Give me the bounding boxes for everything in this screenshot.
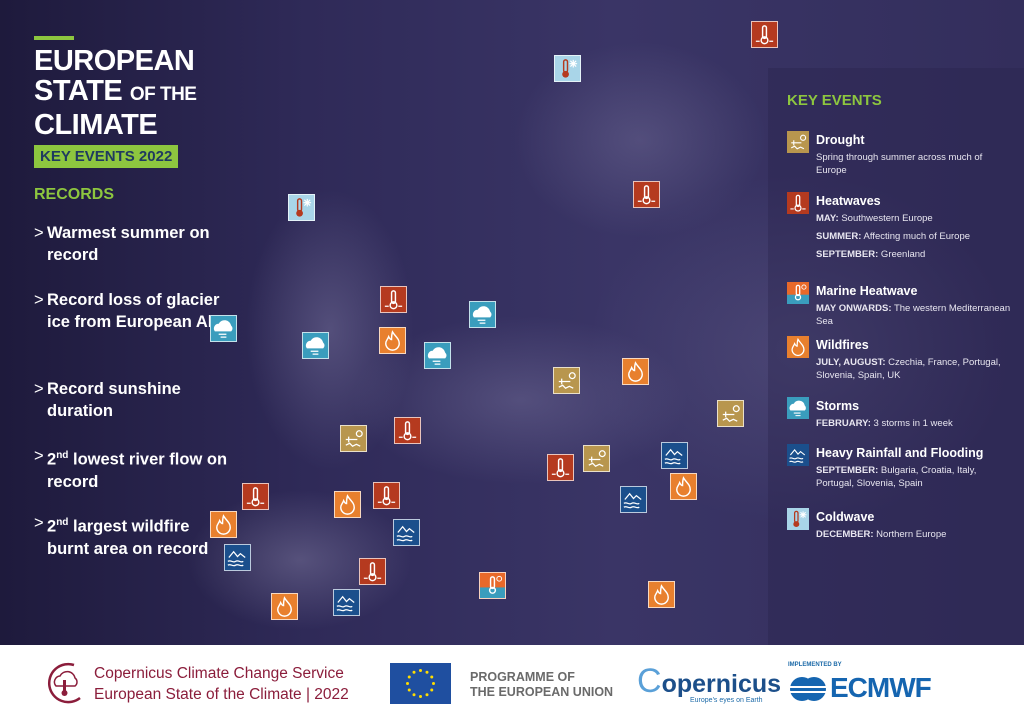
event-detail: SEPTEMBER: Greenland (816, 249, 926, 260)
record-item: >2nd lowest river flow on record (34, 445, 234, 493)
map-marker-rain-flood-icon[interactable] (333, 589, 360, 616)
map-marker-thermometer-icon[interactable] (373, 482, 400, 509)
chevron-right-icon: > (34, 291, 44, 309)
map-marker-cracked-ground-sun-icon[interactable] (553, 367, 580, 394)
record-item: > Record sunshine duration (34, 378, 234, 422)
map-marker-thermometer-sea-icon[interactable] (479, 572, 506, 599)
map-marker-rain-flood-icon[interactable] (661, 442, 688, 469)
flame-icon (787, 336, 809, 358)
event-detail: Spring through summer across much of Eur… (816, 152, 983, 176)
event-name: Heavy Rainfall and Flooding (816, 446, 984, 460)
map-marker-rain-flood-icon[interactable] (224, 544, 251, 571)
map-marker-cloud-wind-icon[interactable] (469, 301, 496, 328)
map-marker-thermometer-icon[interactable] (359, 558, 386, 585)
event-detail: DECEMBER: Northern Europe (816, 529, 947, 540)
map-marker-thermometer-snowflake-icon[interactable] (288, 194, 315, 221)
event-detail: SEPTEMBER: Bulgaria, Croatia, Italy, Por… (816, 465, 977, 489)
event-name: Storms (816, 399, 860, 413)
copernicus-tagline: Europe's eyes on Earth (690, 697, 763, 704)
event-detail: MAY ONWARDS: The western Mediterranean S… (816, 303, 1011, 327)
map-marker-flame-icon[interactable] (648, 581, 675, 608)
event-detail: FEBRUARY: 3 storms in 1 week (816, 418, 953, 429)
records-heading: RECORDS (34, 186, 115, 203)
event-name: Marine Heatwave (816, 284, 918, 298)
cloud-wind-icon (787, 397, 809, 419)
map-marker-thermometer-icon[interactable] (633, 181, 660, 208)
map-marker-rain-flood-icon[interactable] (393, 519, 420, 546)
copernicus-c: C (637, 662, 662, 700)
key-events-panel (768, 68, 1024, 645)
ecmwf-logo-icon (788, 677, 828, 701)
map-marker-thermometer-snowflake-icon[interactable] (554, 55, 581, 82)
copernicus-wordmark: opernicus (661, 670, 782, 698)
key-events-2022-badge: KEY EVENTS 2022 (34, 145, 179, 168)
record-item: > Warmest summer on record (34, 222, 234, 266)
event-name: Drought (816, 133, 865, 147)
cracked-ground-sun-icon (787, 131, 809, 153)
record-text: Record sunshine duration (47, 380, 181, 420)
programme-line: THE EUROPEAN UNION (470, 685, 614, 699)
record-text: 2nd lowest river flow on record (47, 450, 228, 491)
map-marker-flame-icon[interactable] (334, 491, 361, 518)
map-marker-flame-icon[interactable] (379, 327, 406, 354)
map-marker-cloud-wind-icon[interactable] (302, 332, 329, 359)
map-marker-thermometer-icon[interactable] (751, 21, 778, 48)
chevron-right-icon: > (34, 224, 44, 242)
chevron-right-icon: > (34, 447, 44, 465)
map-marker-flame-icon[interactable] (271, 593, 298, 620)
title-line: CLIMATE (34, 109, 158, 141)
record-item: > Record loss of glacier ice from Europea… (34, 289, 234, 333)
record-item: >2nd largest wildfire burnt area on reco… (34, 512, 234, 560)
event-detail: JULY, AUGUST: Czechia, France, Portugal,… (816, 357, 1001, 381)
map-marker-cloud-wind-icon[interactable] (210, 315, 237, 342)
event-name: Coldwave (816, 510, 875, 524)
implemented-by: IMPLEMENTED BY (788, 662, 842, 668)
rain-flood-icon (787, 444, 809, 466)
map-marker-flame-icon[interactable] (670, 473, 697, 500)
eu-flag-icon (390, 663, 451, 704)
map-marker-thermometer-icon[interactable] (380, 286, 407, 313)
map-marker-cracked-ground-sun-icon[interactable] (340, 425, 367, 452)
map-marker-thermometer-icon[interactable] (547, 454, 574, 481)
map-marker-cracked-ground-sun-icon[interactable] (717, 400, 744, 427)
footer (0, 645, 1024, 723)
map-marker-cracked-ground-sun-icon[interactable] (583, 445, 610, 472)
map-marker-flame-icon[interactable] (210, 511, 237, 538)
record-text: Warmest summer on record (47, 224, 210, 264)
c3s-report: European State of the Climate | 2022 (94, 686, 349, 703)
map-marker-flame-icon[interactable] (622, 358, 649, 385)
map-marker-rain-flood-icon[interactable] (620, 486, 647, 513)
map-marker-thermometer-icon[interactable] (242, 483, 269, 510)
thermometer-sea-icon (787, 282, 809, 304)
map-marker-thermometer-icon[interactable] (394, 417, 421, 444)
record-text: Record loss of glacier ice from European… (47, 291, 232, 331)
chevron-right-icon: > (34, 514, 44, 532)
europe-map (0, 0, 1024, 645)
thermometer-snowflake-icon (787, 508, 809, 530)
title-line: STATE (34, 75, 130, 107)
c3s-logo-icon (47, 662, 81, 704)
key-events-heading: KEY EVENTS (787, 92, 882, 109)
map-marker-cloud-wind-icon[interactable] (424, 342, 451, 369)
event-name: Heatwaves (816, 194, 881, 208)
chevron-right-icon: > (34, 380, 44, 398)
title-line: EUROPEAN (34, 45, 195, 77)
event-detail: MAY: Southwestern Europe (816, 213, 933, 224)
event-name: Wildfires (816, 338, 869, 352)
copernicus-logo: Copernicus (637, 662, 781, 701)
ecmwf-wordmark: ECMWF (830, 672, 932, 703)
record-text: 2nd largest wildfire burnt area on recor… (47, 517, 209, 558)
title-line: OF THE (129, 84, 197, 105)
page-title: EUROPEAN STATE OF THE CLIMATE (34, 45, 197, 141)
title-accent-bar (34, 36, 74, 40)
c3s-name: Copernicus Climate Change Service (94, 665, 344, 682)
thermometer-icon (787, 192, 809, 214)
programme-line: PROGRAMME OF (470, 670, 575, 684)
event-detail: SUMMER: Affecting much of Europe (816, 231, 971, 242)
